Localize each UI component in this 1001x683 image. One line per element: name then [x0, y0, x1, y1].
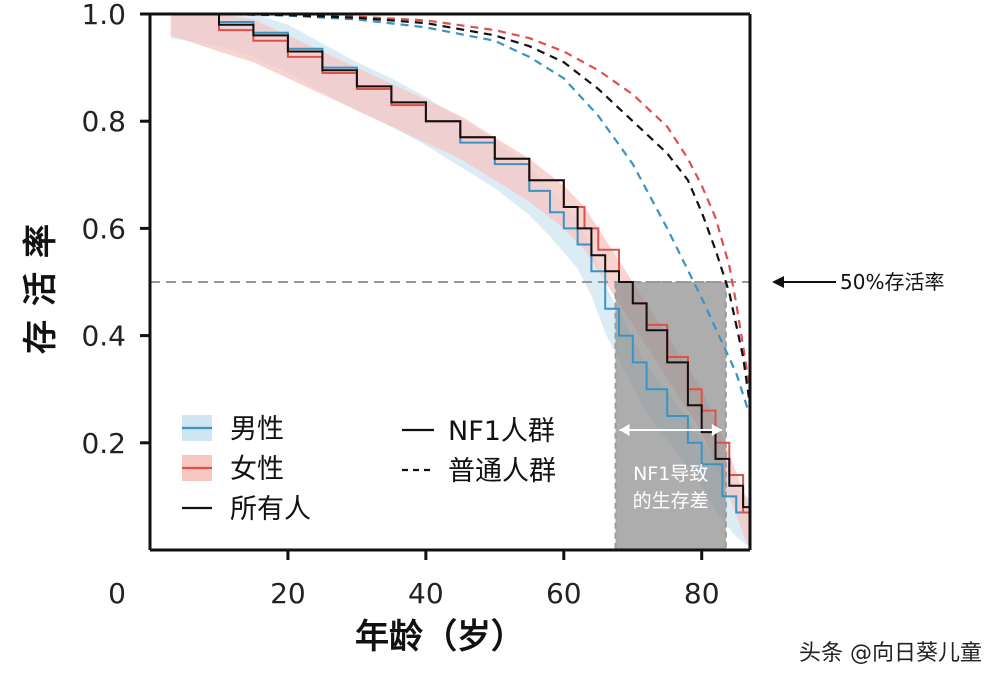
series-line-4: [218, 12, 752, 390]
gap-arrow-left-head: [619, 424, 630, 436]
y-tick-label: 0.8: [81, 105, 126, 138]
axis-titles: 年龄（岁） 存活率: [21, 210, 525, 657]
legend-label-0: 男性: [230, 414, 284, 445]
reference-line-label: 50%存活率: [840, 270, 944, 294]
y-tick-label: 1.0: [81, 0, 126, 31]
gap-label-line1: NF1导致: [633, 463, 708, 485]
survival-lines: [170, 12, 752, 529]
y-tick-label: 0.4: [81, 320, 126, 353]
x-tick-label: 80: [684, 577, 720, 610]
x-tick-label: 20: [270, 577, 306, 610]
gap-label-line2: 的生存差: [633, 490, 709, 512]
y-axis-title: 存活率: [21, 210, 61, 354]
x-tick-label: 0: [108, 577, 126, 610]
callout-arrow-head: [772, 276, 784, 288]
legend-label-2: 所有人: [230, 494, 311, 525]
legend-style-label-1: 普通人群: [448, 456, 556, 487]
series-line-5: [218, 12, 752, 406]
y-tick-label: 0.2: [81, 427, 126, 460]
x-axis-title: 年龄（岁）: [355, 617, 525, 657]
axes: [148, 12, 752, 552]
series-line-3: [218, 12, 752, 417]
gap-arrow-right-head: [711, 424, 722, 436]
series-line-2: [170, 13, 751, 524]
tick-labels: 0 20 40 60 80 0.2 0.4 0.6 0.8 1.0: [81, 0, 719, 610]
legend-label-1: 女性: [230, 454, 284, 485]
y-tick-label: 0.6: [81, 212, 126, 245]
x-tick-label: 40: [408, 577, 444, 610]
x-tick-label: 60: [546, 577, 582, 610]
legend-style-label-0: NF1人群: [448, 416, 555, 447]
watermark: 头条 @向日葵儿童: [799, 641, 982, 666]
